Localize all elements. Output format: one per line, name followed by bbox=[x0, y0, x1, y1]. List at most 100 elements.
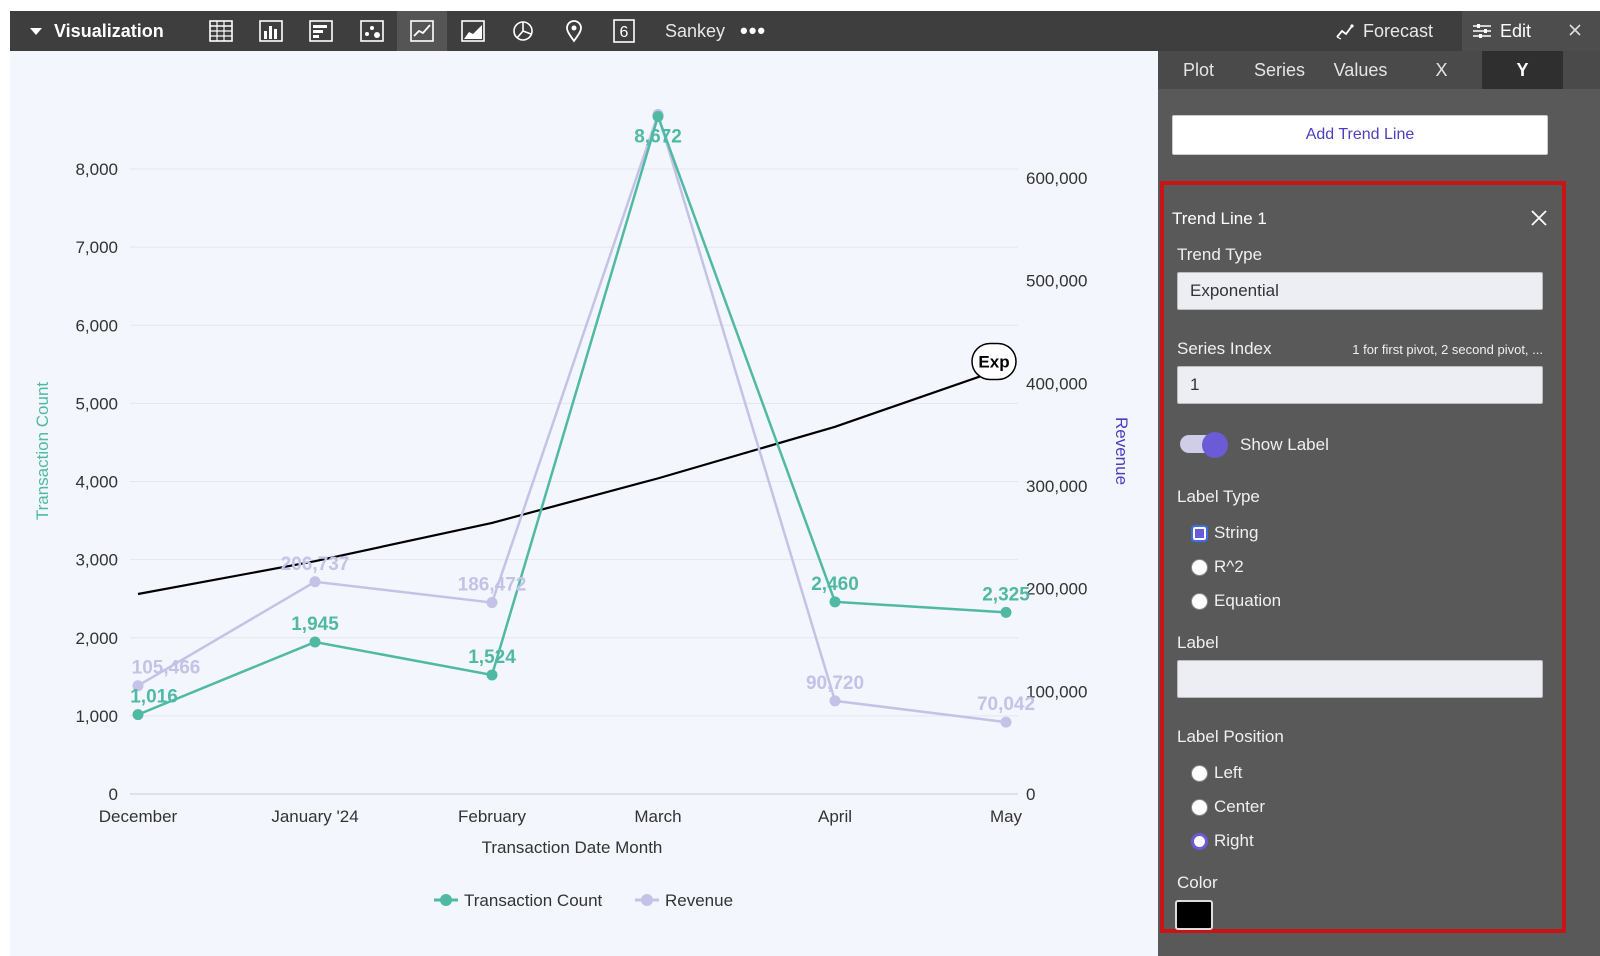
visualization-toolbar: Visualization 6 Sankey ••• bbox=[10, 11, 1600, 51]
label-position-left-text: Left bbox=[1214, 763, 1243, 782]
radio-selected[interactable] bbox=[1191, 524, 1208, 542]
y-left-tick-label: 3,000 bbox=[75, 551, 118, 570]
label-position-label: Label Position bbox=[1177, 727, 1284, 746]
close-icon[interactable] bbox=[1568, 23, 1582, 37]
edit-tabs: Plot Series Values X Y bbox=[1158, 51, 1600, 89]
more-options-icon[interactable]: ••• bbox=[740, 18, 767, 43]
color-picker[interactable] bbox=[1175, 900, 1213, 930]
y-left-axis-title: Transaction Count bbox=[33, 382, 52, 521]
visualization-title: Visualization bbox=[54, 20, 164, 41]
tab-y[interactable]: Y bbox=[1482, 51, 1563, 89]
x-tick-label: May bbox=[990, 807, 1023, 826]
line-chart-icon[interactable] bbox=[397, 11, 447, 51]
y-right-tick-label: 200,000 bbox=[1026, 580, 1087, 599]
revenue-data-label: 70,042 bbox=[977, 694, 1035, 715]
y-right-tick-label: 500,000 bbox=[1026, 272, 1087, 291]
y-left-tick-label: 5,000 bbox=[75, 394, 118, 413]
tab-plot[interactable]: Plot bbox=[1182, 59, 1215, 80]
legend-label-transaction-count: Transaction Count bbox=[464, 891, 603, 910]
sliders-icon bbox=[1473, 24, 1491, 38]
caret-down-icon bbox=[30, 27, 42, 35]
area-chart-icon[interactable] bbox=[448, 11, 498, 51]
tab-series[interactable]: Series bbox=[1253, 59, 1306, 80]
revenue-point bbox=[132, 680, 144, 692]
label-position-option-right[interactable]: Right bbox=[1191, 831, 1254, 851]
revenue-data-label: 90,720 bbox=[806, 673, 864, 694]
series-index-input[interactable]: 1 bbox=[1177, 366, 1543, 404]
transaction-count-data-label: 1,524 bbox=[468, 647, 516, 668]
label-position-center-text: Center bbox=[1214, 797, 1266, 816]
label-type-option-string[interactable]: String bbox=[1191, 523, 1258, 543]
y-left-tick-label: 1,000 bbox=[75, 707, 118, 726]
radio-selected[interactable] bbox=[1191, 832, 1208, 850]
show-label-label: Show Label bbox=[1240, 435, 1329, 454]
y-left-tick-label: 7,000 bbox=[75, 238, 118, 257]
column-chart-icon[interactable] bbox=[246, 11, 296, 51]
y-left-tick-label: 0 bbox=[109, 785, 118, 804]
label-type-string-text: String bbox=[1214, 523, 1259, 542]
forecast-icon bbox=[1336, 24, 1354, 40]
label-type-option-r2[interactable]: R^2 bbox=[1191, 557, 1244, 577]
y-right-tick-label: 0 bbox=[1026, 785, 1035, 804]
transaction-count-point bbox=[486, 669, 498, 681]
edit-button[interactable]: Edit bbox=[1462, 11, 1600, 51]
scatter-chart-icon[interactable] bbox=[347, 11, 397, 51]
y-right-tick-label: 100,000 bbox=[1026, 682, 1087, 701]
label-type-option-equation[interactable]: Equation bbox=[1191, 591, 1281, 611]
pie-chart-icon[interactable] bbox=[498, 11, 548, 51]
radio-unselected[interactable] bbox=[1191, 592, 1208, 610]
transaction-count-data-label: 2,460 bbox=[811, 574, 859, 595]
single-value-icon[interactable]: 6 bbox=[599, 11, 649, 51]
transaction-count-data-label: 2,325 bbox=[982, 584, 1030, 605]
label-type-equation-text: Equation bbox=[1214, 591, 1282, 610]
show-label-toggle[interactable] bbox=[1180, 432, 1228, 458]
revenue-data-label: 186,472 bbox=[458, 575, 527, 596]
visualization-toggle[interactable]: Visualization bbox=[30, 11, 164, 51]
x-tick-label: March bbox=[634, 807, 681, 826]
forecast-label: Forecast bbox=[1363, 20, 1434, 41]
transaction-count-point bbox=[1000, 606, 1012, 618]
label-position-option-center[interactable]: Center bbox=[1191, 797, 1265, 817]
line-chart: 0 1,000 2,000 3,000 4,000 5,000 6,000 7,000 8,00… bbox=[10, 51, 1158, 956]
trend-type-label: Trend Type bbox=[1177, 245, 1263, 264]
x-tick-label: January '24 bbox=[271, 807, 358, 826]
table-chart-icon[interactable] bbox=[196, 11, 246, 51]
trend-type-select[interactable]: Exponential bbox=[1177, 272, 1543, 310]
x-tick-label: February bbox=[458, 807, 527, 826]
sankey-option[interactable]: Sankey bbox=[665, 20, 726, 41]
legend-marker-revenue bbox=[641, 894, 653, 906]
x-axis-title: Transaction Date Month bbox=[482, 838, 663, 857]
radio-unselected[interactable] bbox=[1191, 764, 1208, 782]
chart-canvas: 0 1,000 2,000 3,000 4,000 5,000 6,000 7,000 8,00… bbox=[33, 108, 1131, 910]
revenue-point bbox=[1000, 716, 1012, 728]
y-right-axis-title: Revenue bbox=[1112, 417, 1131, 485]
label-position-option-left[interactable]: Left bbox=[1191, 763, 1242, 783]
tab-x[interactable]: X bbox=[1435, 59, 1448, 80]
transaction-count-point bbox=[132, 709, 144, 721]
app-frame: Visualization 6 Sankey ••• bbox=[10, 11, 1600, 956]
svg-text:6: 6 bbox=[620, 24, 629, 41]
revenue-point bbox=[309, 576, 321, 588]
label-input[interactable] bbox=[1177, 660, 1543, 698]
legend-label-revenue: Revenue bbox=[665, 891, 733, 910]
close-icon[interactable] bbox=[1530, 209, 1548, 227]
forecast-button[interactable]: Forecast bbox=[1335, 11, 1433, 51]
edit-label: Edit bbox=[1500, 20, 1532, 41]
bar-chart-icon[interactable] bbox=[296, 11, 346, 51]
y-right-tick-label: 600,000 bbox=[1026, 169, 1087, 188]
y-left-tick-label: 2,000 bbox=[75, 629, 118, 648]
transaction-count-line bbox=[137, 112, 1007, 716]
map-pin-icon[interactable] bbox=[549, 11, 599, 51]
transaction-count-data-label: 1,945 bbox=[291, 614, 339, 635]
radio-unselected[interactable] bbox=[1191, 558, 1208, 576]
radio-unselected[interactable] bbox=[1191, 798, 1208, 816]
tab-values[interactable]: Values bbox=[1333, 59, 1388, 80]
revenue-point bbox=[829, 695, 841, 707]
add-trend-line-button[interactable]: Add Trend Line bbox=[1172, 115, 1548, 155]
transaction-count-point bbox=[652, 111, 664, 122]
revenue-data-label: 105,466 bbox=[132, 658, 201, 679]
color-label: Color bbox=[1177, 873, 1218, 892]
transaction-count-data-label: 8,672 bbox=[634, 127, 682, 148]
y-right-tick-label: 400,000 bbox=[1026, 374, 1087, 393]
y-left-tick-label: 6,000 bbox=[75, 316, 118, 335]
